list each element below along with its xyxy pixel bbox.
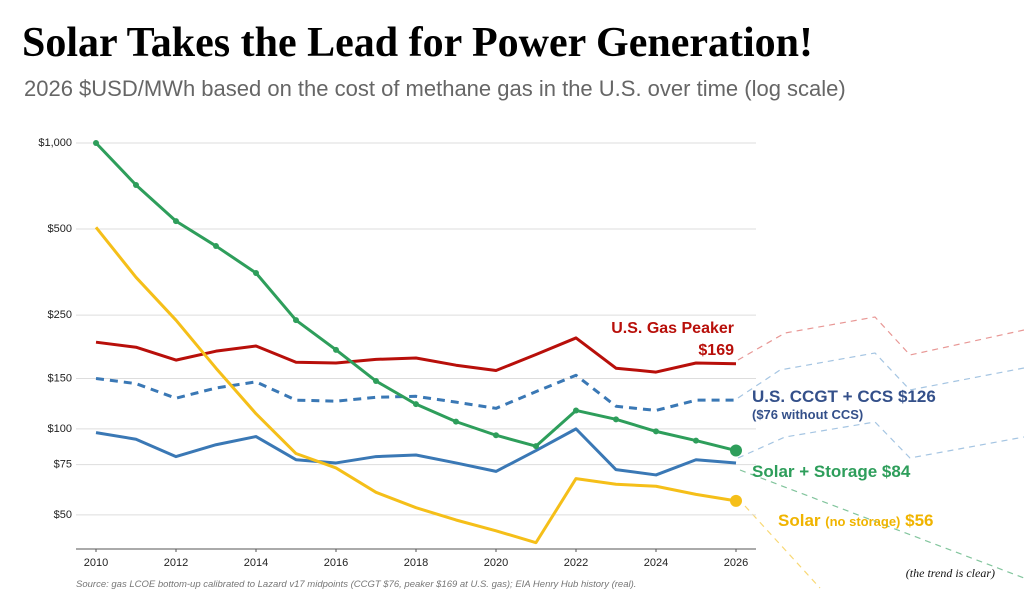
x-tick-label: 2012: [164, 557, 188, 569]
series-label: Solar + Storage $84: [752, 462, 911, 481]
point-marker: [213, 243, 219, 250]
x-tick-label: 2010: [84, 557, 108, 569]
point-marker: [573, 407, 579, 414]
end-marker: [730, 494, 742, 507]
point-marker: [613, 416, 619, 423]
chart-subtitle: 2026 $USD/MWh based on the cost of metha…: [24, 76, 846, 101]
trend-extensions: [737, 316, 1024, 589]
label-part: U.S. Gas Peaker: [611, 320, 734, 337]
point-marker: [333, 346, 339, 353]
label-part: Solar: [778, 511, 821, 530]
annotation: (the trend is clear): [906, 566, 995, 580]
point-marker: [653, 428, 659, 435]
point-marker: [453, 418, 459, 425]
label-part: $56: [905, 511, 933, 530]
end-marker: [730, 444, 742, 457]
x-tick-label: 2022: [564, 557, 588, 569]
source-note: Source: gas LCOE bottom-up calibrated to…: [76, 579, 636, 590]
series-line: [95, 336, 737, 374]
series-label: Solar (no storage) $56: [778, 511, 934, 530]
y-tick-label: $500: [48, 223, 72, 235]
series-line: [95, 427, 737, 477]
series-line: [95, 373, 736, 412]
y-tick-label: $75: [54, 458, 72, 470]
series-note: ($76 without CCS): [752, 407, 863, 422]
series-line: [94, 226, 737, 545]
x-tick-label: 2018: [404, 557, 428, 569]
value-label: $169: [698, 342, 734, 359]
label-part: (no storage): [825, 514, 900, 529]
x-tick-label: 2020: [484, 557, 508, 569]
point-marker: [93, 140, 99, 146]
trend-extension: [737, 421, 1024, 459]
trend-extension: [737, 316, 1024, 361]
series-label: U.S. CCGT + CCS $126: [752, 387, 936, 406]
series-label: U.S. Gas Peaker: [611, 320, 734, 337]
point-marker: [373, 378, 379, 385]
x-tick-label: 2026: [724, 557, 748, 569]
y-tick-label: $150: [48, 372, 72, 384]
label-part: Solar + Storage: [752, 462, 877, 481]
point-marker: [533, 443, 539, 450]
trend-extension: [744, 505, 821, 589]
point-marker: [693, 437, 699, 444]
x-tick-label: 2014: [244, 557, 268, 569]
trend-extension: [739, 469, 1024, 579]
chart-title: Solar Takes the Lead for Power Generatio…: [22, 20, 813, 66]
label-part: $126: [898, 387, 936, 406]
trend-extension: [737, 352, 1024, 399]
x-tick-label: 2016: [324, 557, 348, 569]
y-tick-label: $250: [48, 309, 72, 321]
point-marker: [493, 432, 499, 439]
point-marker: [413, 401, 419, 408]
y-tick-label: $1,000: [38, 137, 72, 149]
label-part: $84: [882, 462, 911, 481]
x-tick-label: 2024: [644, 557, 668, 569]
point-marker: [173, 218, 179, 225]
y-tick-label: $100: [48, 423, 72, 435]
point-marker: [133, 181, 139, 188]
label-part: U.S. CCGT + CCS: [752, 387, 893, 406]
y-tick-label: $50: [54, 509, 72, 521]
point-marker: [293, 317, 299, 324]
point-marker: [253, 269, 259, 276]
